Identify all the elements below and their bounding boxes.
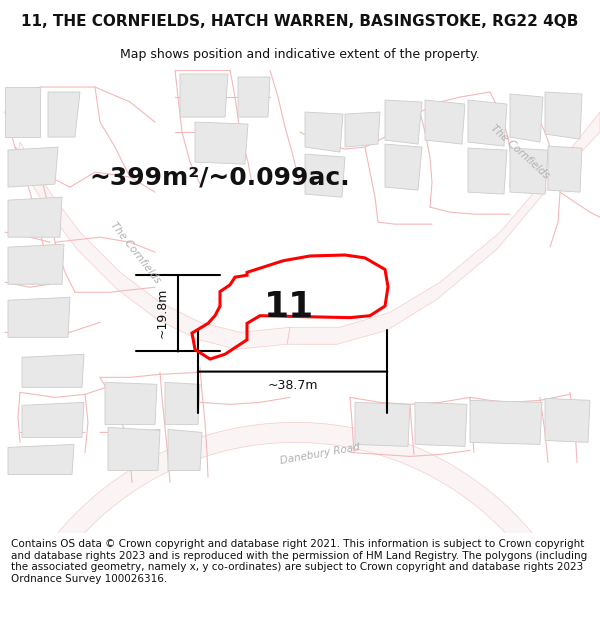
Polygon shape — [8, 147, 58, 187]
Polygon shape — [8, 197, 62, 237]
Polygon shape — [180, 74, 228, 117]
Polygon shape — [545, 92, 582, 139]
Polygon shape — [355, 402, 410, 446]
Polygon shape — [305, 112, 343, 152]
Polygon shape — [108, 428, 160, 471]
Polygon shape — [415, 402, 467, 446]
Polygon shape — [510, 94, 543, 142]
Polygon shape — [287, 112, 600, 344]
Text: ~38.7m: ~38.7m — [267, 379, 318, 392]
Text: The Cornfields: The Cornfields — [489, 123, 551, 181]
Polygon shape — [22, 402, 84, 437]
Polygon shape — [48, 92, 80, 137]
Text: Contains OS data © Crown copyright and database right 2021. This information is : Contains OS data © Crown copyright and d… — [11, 539, 587, 584]
Polygon shape — [470, 401, 542, 444]
Polygon shape — [8, 298, 70, 338]
Polygon shape — [468, 148, 507, 194]
Text: ~399m²/~0.099ac.: ~399m²/~0.099ac. — [89, 165, 350, 189]
Polygon shape — [238, 77, 270, 117]
Polygon shape — [195, 122, 248, 164]
Polygon shape — [545, 398, 590, 442]
Polygon shape — [105, 382, 157, 424]
Polygon shape — [8, 244, 64, 284]
Polygon shape — [385, 144, 422, 190]
Polygon shape — [425, 100, 465, 144]
Polygon shape — [165, 382, 200, 424]
Polygon shape — [5, 87, 40, 137]
Polygon shape — [4, 422, 595, 625]
Polygon shape — [17, 142, 290, 349]
Text: Map shows position and indicative extent of the property.: Map shows position and indicative extent… — [120, 48, 480, 61]
Text: The Cornfields: The Cornfields — [108, 219, 162, 285]
Polygon shape — [510, 148, 548, 194]
Text: Danebury Road: Danebury Road — [280, 442, 361, 466]
Polygon shape — [468, 100, 507, 146]
Polygon shape — [385, 100, 422, 144]
Polygon shape — [168, 429, 202, 471]
Polygon shape — [8, 444, 74, 474]
Text: ~19.8m: ~19.8m — [155, 288, 169, 339]
Text: 11: 11 — [264, 290, 314, 324]
Polygon shape — [345, 112, 380, 147]
Polygon shape — [305, 154, 345, 197]
Text: 11, THE CORNFIELDS, HATCH WARREN, BASINGSTOKE, RG22 4QB: 11, THE CORNFIELDS, HATCH WARREN, BASING… — [22, 14, 578, 29]
Polygon shape — [548, 146, 582, 192]
Polygon shape — [22, 354, 84, 388]
